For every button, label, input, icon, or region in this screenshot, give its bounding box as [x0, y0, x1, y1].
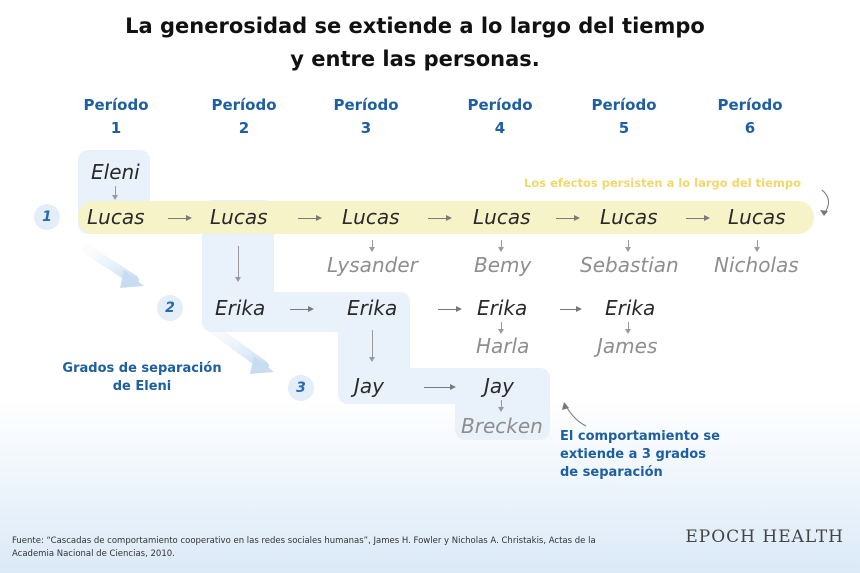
period-header-3: Período 3 — [316, 94, 416, 140]
period-header-4: Período 4 — [450, 94, 550, 140]
period-label: Período — [591, 96, 657, 114]
degree-1-badge: 1 — [34, 204, 60, 230]
name-lucas-p5: Lucas — [600, 205, 658, 229]
degree-arrows — [83, 245, 274, 374]
spread-note-line-2: extiende a 3 grados — [560, 447, 706, 462]
arrow-erika-p3-p4 — [438, 306, 462, 312]
name-lysander: Lysander — [327, 253, 418, 277]
degree-3-badge: 3 — [288, 375, 314, 401]
name-james: James — [597, 334, 658, 358]
name-lucas-p4: Lucas — [473, 205, 531, 229]
period-number: 2 — [238, 119, 250, 137]
arrow-jay-to-brecken — [498, 400, 504, 412]
time-persistence-note: Los efectos persisten a lo largo del tie… — [524, 176, 802, 190]
name-lucas-p1: Lucas — [87, 205, 145, 229]
period-header-5: Período 5 — [574, 94, 674, 140]
name-erika-p2: Erika — [215, 296, 266, 320]
curved-arrow-time-note — [820, 189, 829, 216]
diagram-title-line-1: La generosidad se extiende a lo largo de… — [125, 14, 705, 38]
arrow-erika-to-jay — [369, 330, 375, 362]
period-number: 5 — [618, 119, 630, 137]
arrow-lucas-to-nicholas — [754, 240, 760, 252]
arrow-to-degree-3 — [207, 323, 274, 374]
diagram-title-line-2: y entre las personas. — [290, 47, 540, 71]
arrow-jay-p3-p4 — [424, 384, 456, 390]
arrow-erika-p2-p3 — [290, 306, 314, 312]
degrees-note-line-1: Grados de separación — [62, 361, 222, 376]
period-header-1: Período 1 — [66, 94, 166, 140]
name-harla: Harla — [476, 334, 530, 358]
period-label: Período — [467, 96, 533, 114]
period-number: 3 — [360, 119, 372, 137]
arrow-to-degree-2 — [83, 245, 144, 288]
spread-note-line-3: de separación — [560, 465, 663, 480]
epoch-health-logo: EPOCH HEALTH — [685, 527, 844, 547]
name-nicholas: Nicholas — [714, 253, 799, 277]
source-citation: Fuente: “Cascadas de comportamiento coop… — [12, 536, 596, 559]
name-bemy: Bemy — [474, 253, 532, 277]
degrees-of-separation-note: Grados de separación de Eleni — [60, 360, 224, 396]
arrow-p3-p4 — [428, 215, 452, 221]
period-header-2: Período 2 — [194, 94, 294, 140]
curved-arrow-spread-note — [562, 402, 587, 427]
arrow-p5-p6 — [686, 215, 710, 221]
period-label: Período — [211, 96, 277, 114]
period-label: Período — [717, 96, 783, 114]
name-lucas-p3: Lucas — [342, 205, 400, 229]
arrow-lucas-to-erika — [235, 246, 241, 282]
behavior-spread-note: El comportamiento se extiende a 3 grados… — [560, 428, 720, 482]
name-erika-p4: Erika — [477, 296, 528, 320]
arrow-eleni-to-lucas — [112, 186, 118, 200]
arrow-erika-p4-p5 — [560, 306, 582, 312]
name-sebastian: Sebastian — [580, 253, 679, 277]
period-label: Período — [333, 96, 399, 114]
name-lucas-p6: Lucas — [728, 205, 786, 229]
arrow-erika-to-harla — [498, 322, 504, 334]
arrow-lucas-to-lysander — [369, 240, 375, 252]
period-number: 4 — [494, 119, 506, 137]
arrow-lucas-to-sebastian — [625, 240, 631, 252]
arrow-erika-to-james — [625, 322, 631, 334]
period-header-6: Período 6 — [700, 94, 800, 140]
arrow-p2-p3 — [298, 215, 322, 221]
name-erika-p3: Erika — [347, 296, 398, 320]
degrees-note-line-2: de Eleni — [112, 379, 172, 394]
spread-note-line-1: El comportamiento se — [560, 429, 720, 444]
name-jay-p3: Jay — [354, 374, 384, 398]
arrow-p1-p2 — [168, 215, 192, 221]
brecken-highlight — [455, 368, 550, 440]
period-label: Período — [83, 96, 149, 114]
arrow-lucas-to-bemy — [498, 240, 504, 252]
period-number: 6 — [744, 119, 756, 137]
name-eleni: Eleni — [91, 160, 140, 184]
name-lucas-p2: Lucas — [210, 205, 268, 229]
name-jay-p4: Jay — [484, 374, 514, 398]
degree-2-badge: 2 — [157, 295, 183, 321]
name-erika-p5: Erika — [605, 296, 656, 320]
period-number: 1 — [110, 119, 122, 137]
name-brecken: Brecken — [461, 414, 543, 438]
arrow-p4-p5 — [556, 215, 580, 221]
